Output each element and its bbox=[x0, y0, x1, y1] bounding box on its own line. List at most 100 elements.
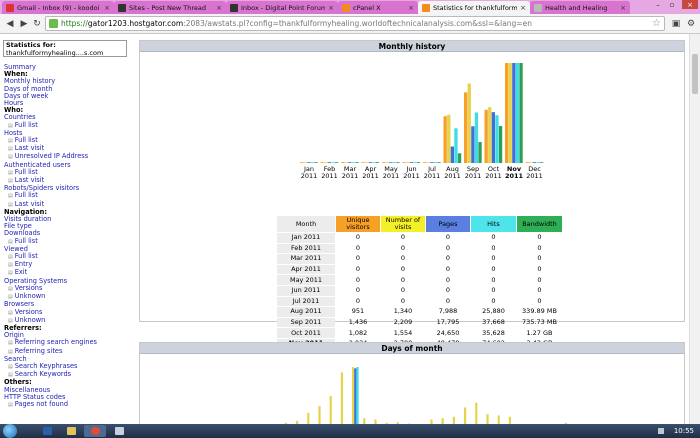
bar-pages bbox=[491, 112, 495, 163]
close-icon[interactable]: × bbox=[104, 3, 110, 12]
scrollbar-thumb[interactable] bbox=[692, 54, 698, 94]
nav-link[interactable]: Unknown bbox=[4, 292, 134, 301]
nav-link[interactable]: Exit bbox=[4, 269, 134, 277]
nav-link[interactable]: Hosts bbox=[4, 128, 23, 137]
nav-link[interactable]: Downloads bbox=[4, 229, 41, 238]
window-close-icon[interactable]: × bbox=[682, 0, 698, 9]
wrench-icon[interactable]: ⚙ bbox=[686, 19, 696, 29]
bar-number-of-visits bbox=[365, 162, 369, 163]
nav-link[interactable]: Hours bbox=[4, 99, 24, 108]
cell-bandwidth: 0 bbox=[537, 243, 542, 252]
bar-pages bbox=[409, 162, 413, 163]
bar-bandwidth bbox=[457, 153, 462, 163]
cell-pages: 17,795 bbox=[436, 318, 460, 327]
days-of-month-panel: Days of month bbox=[139, 342, 685, 424]
start-button[interactable] bbox=[3, 424, 17, 438]
cell-pages: 7,988 bbox=[438, 307, 458, 316]
nav-link[interactable]: Full list bbox=[4, 168, 134, 177]
tab-statistics[interactable]: Statistics for thankfulform × bbox=[418, 1, 530, 14]
nav-link[interactable]: Pages not found bbox=[4, 400, 134, 409]
taskbar-folder-icon[interactable] bbox=[60, 425, 82, 437]
bar-hits bbox=[356, 367, 359, 424]
nav-link[interactable]: Origin bbox=[4, 331, 24, 340]
tray-icon[interactable] bbox=[658, 428, 664, 434]
maximize-icon[interactable]: ▫ bbox=[669, 0, 675, 9]
close-icon[interactable]: × bbox=[408, 3, 414, 12]
nav-link[interactable]: Unresolved IP Address bbox=[4, 153, 134, 161]
nav-link[interactable]: Viewed bbox=[4, 244, 28, 253]
cell-bandwidth: 0 bbox=[537, 254, 542, 263]
tab-digital-point[interactable]: Inbox - Digital Point Forum × bbox=[226, 1, 338, 14]
close-icon[interactable]: × bbox=[520, 3, 526, 12]
nav-link[interactable]: Referring sites bbox=[4, 347, 134, 356]
tab-health[interactable]: Health and Healing × bbox=[530, 1, 630, 14]
cell-visits: 0 bbox=[400, 275, 406, 284]
nav-link[interactable]: Search bbox=[4, 354, 27, 363]
table-row: Jan 2011 0 0 0 0 0 bbox=[277, 233, 562, 243]
nav-link[interactable]: Monthly history bbox=[4, 77, 56, 86]
close-icon[interactable]: × bbox=[216, 3, 222, 12]
extension-icon[interactable]: ▣ bbox=[671, 19, 681, 29]
cell-pages: 0 bbox=[445, 265, 451, 274]
cell-visits: 0 bbox=[400, 254, 406, 263]
nav-link[interactable]: Days of week bbox=[4, 91, 49, 100]
cell-hits: 0 bbox=[491, 296, 496, 305]
page-icon bbox=[534, 3, 542, 12]
nav-link[interactable]: Operating Systems bbox=[4, 276, 68, 285]
taskbar-chrome-icon[interactable] bbox=[84, 425, 106, 437]
cell-pages: 0 bbox=[445, 243, 451, 252]
minimize-icon[interactable]: – bbox=[656, 0, 660, 9]
nav-link[interactable]: Full list bbox=[4, 136, 134, 145]
nav-link[interactable]: HTTP Status codes bbox=[4, 392, 66, 401]
nav-link[interactable]: Summary bbox=[4, 63, 36, 71]
forward-arrow-icon[interactable]: ▶ bbox=[20, 19, 28, 29]
nav-link[interactable]: Full list bbox=[4, 121, 134, 130]
nav-link[interactable]: Days of month bbox=[4, 84, 53, 93]
nav-link[interactable]: Last visit bbox=[4, 145, 134, 153]
bar-pages bbox=[327, 162, 331, 163]
close-icon[interactable]: × bbox=[328, 3, 334, 12]
tab-cpanel[interactable]: cPanel X × bbox=[338, 1, 418, 14]
tab-gmail[interactable]: Gmail - Inbox (9) - koodoi × bbox=[2, 1, 114, 14]
nav-link[interactable]: Search Keyphrases bbox=[4, 362, 134, 371]
taskbar-explorer-icon[interactable] bbox=[36, 425, 58, 437]
nav-link[interactable]: Robots/Spiders visitors bbox=[4, 184, 80, 193]
nav-link[interactable]: Full list bbox=[4, 252, 134, 261]
nav-link[interactable]: Last visit bbox=[4, 176, 134, 185]
nav-link[interactable]: File type bbox=[4, 222, 32, 231]
close-icon[interactable]: × bbox=[620, 3, 626, 12]
tick-label: 2011 bbox=[444, 172, 461, 180]
bar-number-of-visits bbox=[324, 162, 328, 163]
nav-link[interactable]: Referring search engines bbox=[4, 339, 134, 347]
cell-visits: 0 bbox=[400, 286, 406, 295]
nav-link[interactable]: Browsers bbox=[4, 300, 35, 309]
nav-link[interactable]: Visits duration bbox=[4, 215, 52, 224]
nav-link[interactable]: Last visit bbox=[4, 200, 134, 209]
cell-hits: 0 bbox=[491, 243, 496, 252]
column-header-bandwidth: Bandwidth bbox=[517, 216, 562, 232]
address-bar[interactable]: https://gator1203.hostgator.com:2083/aws… bbox=[45, 16, 665, 31]
nav-link[interactable]: Miscellaneous bbox=[4, 385, 51, 394]
nav-section-heading: Who: bbox=[4, 106, 24, 115]
nav-link[interactable]: Entry bbox=[4, 261, 134, 269]
nav-link[interactable]: Full list bbox=[4, 192, 134, 200]
cell-month: Jul 2011 bbox=[277, 296, 335, 307]
back-arrow-icon[interactable]: ◀ bbox=[6, 19, 14, 29]
bar-hits bbox=[331, 162, 335, 163]
nav-link[interactable]: Search Keywords bbox=[4, 370, 134, 379]
nav-link[interactable]: Full list bbox=[4, 237, 134, 246]
nav-link[interactable]: Authenticated users bbox=[4, 160, 71, 169]
nav-link[interactable]: Versions bbox=[4, 284, 134, 293]
bookmark-star-icon[interactable]: ☆ bbox=[652, 18, 661, 29]
reload-icon[interactable]: ↻ bbox=[33, 19, 41, 29]
bar-number-of-visits bbox=[303, 162, 307, 163]
nav-link[interactable]: Unknown bbox=[4, 316, 134, 325]
taskbar-app-icon[interactable] bbox=[108, 425, 130, 437]
nav-link[interactable]: Versions bbox=[4, 308, 134, 317]
cell-pages: 0 bbox=[445, 254, 451, 263]
vertical-scrollbar[interactable] bbox=[689, 34, 700, 424]
nav-link[interactable]: Countries bbox=[4, 113, 36, 122]
cell-pages: 0 bbox=[445, 275, 451, 284]
tab-sites[interactable]: Sites - Post New Thread × bbox=[114, 1, 226, 14]
cell-visits: 0 bbox=[400, 233, 406, 242]
